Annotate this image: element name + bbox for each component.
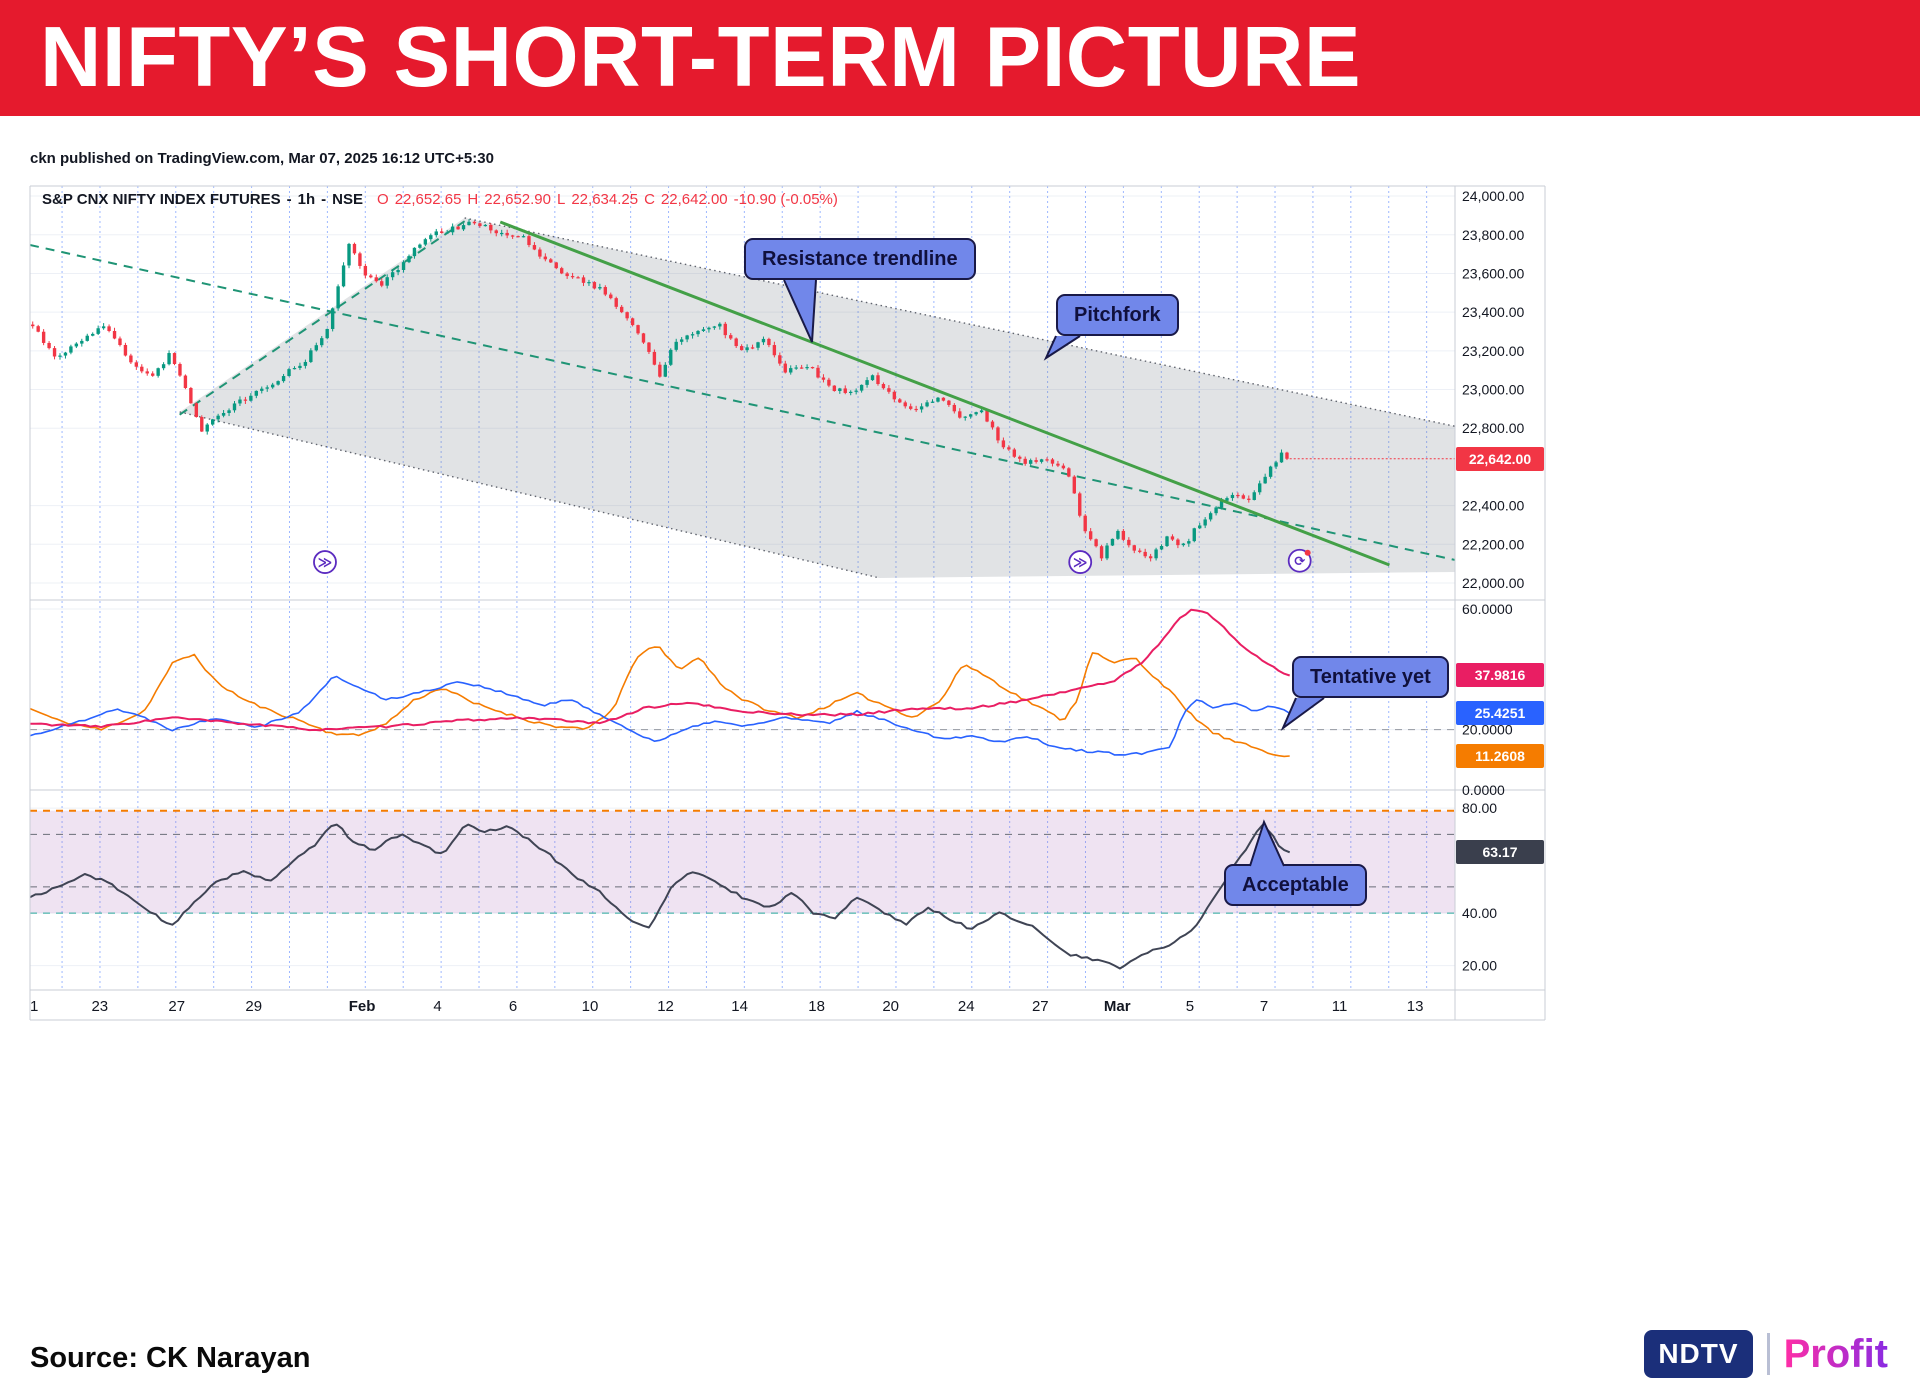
x-axis-label: 12: [657, 998, 674, 1015]
change-value: -10.90 (-0.05%): [733, 191, 838, 208]
open-label: O: [377, 191, 389, 208]
callout-tail: [783, 279, 817, 343]
y-axis-label: 20.0000: [1462, 722, 1513, 738]
y-axis-label: 40.00: [1462, 905, 1497, 921]
y-axis-label: 22,800.00: [1462, 420, 1524, 436]
callout-pitchfork: Pitchfork: [1043, 294, 1179, 361]
x-axis-label: 27: [168, 998, 185, 1015]
close-label: C: [644, 191, 655, 208]
svg-text:⟳: ⟳: [1294, 554, 1305, 569]
double-chevron-circle: [1068, 550, 1093, 574]
chart-legend: S&P CNX NIFTY INDEX FUTURES - 1h - NSE O…: [42, 191, 838, 208]
series-+DI: [29, 646, 1290, 758]
headline-banner: NIFTY’S SHORT-TERM PICTURE: [0, 0, 1920, 116]
x-axis-label: 20: [882, 998, 899, 1015]
callout-text: Acceptable: [1242, 873, 1349, 896]
y-axis-label: 23,600.00: [1462, 265, 1524, 281]
callout-tail: [1043, 335, 1081, 361]
resistance-trendline: [499, 220, 1455, 567]
callout-text: Pitchfork: [1074, 303, 1161, 326]
callout-tail: [1249, 819, 1285, 867]
x-axis-label: 7: [1260, 998, 1268, 1015]
grid: [30, 186, 1455, 990]
ndtv-logo: NDTV: [1644, 1330, 1753, 1378]
x-axis-label: 23: [91, 998, 108, 1015]
x-axis-label: Feb: [349, 998, 376, 1015]
x-axis-label: 14: [731, 998, 748, 1015]
y-axis-label: 22,400.00: [1462, 498, 1524, 514]
y-axis-label: 22,000.00: [1462, 575, 1524, 591]
x-axis-label: 11: [1332, 998, 1348, 1015]
y-axis-labels: 24,000.00 23,800.00 23,600.00 23,400.00 23,2…: [1462, 188, 1524, 974]
callout-text: Tentative yet: [1310, 665, 1431, 688]
callout-acceptable: Acceptable: [1224, 819, 1367, 906]
chart-frame-lines: [29, 185, 1546, 1021]
callout-resistance-trendline: Resistance trendline: [744, 238, 976, 343]
price-overlays: [29, 217, 1456, 579]
open-value: 22,652.65: [394, 191, 462, 208]
ndtv-profit-logo: NDTV Profit: [1644, 1330, 1888, 1378]
x-axis-label: 10: [582, 998, 599, 1015]
chart-attribution: ckn published on TradingView.com, Mar 07…: [30, 150, 494, 167]
y-axis-label: 80.00: [1462, 800, 1497, 816]
x-axis-label: 29: [245, 998, 262, 1015]
close-value: 22,642.00: [660, 191, 728, 208]
x-axis-labels: 1 23 27 29 Feb 4 6 10 12 14 18 20 24 27 Mar 5 7 11 13: [30, 998, 1423, 1015]
callout-tentative-yet: Tentative yet: [1280, 656, 1449, 731]
refresh-circle: [1287, 548, 1312, 573]
x-axis-label: 1: [30, 998, 38, 1015]
candles: [31, 219, 1289, 562]
x-axis-label: 24: [958, 998, 975, 1015]
y-axis-label: 23,400.00: [1462, 304, 1524, 320]
di-plus-badge: 11.2608: [1456, 744, 1544, 769]
symbol-name: S&P CNX NIFTY INDEX FUTURES: [42, 191, 281, 208]
x-axis-label: 6: [509, 998, 517, 1015]
y-axis-label: 22,200.00: [1462, 536, 1524, 552]
x-axis-label: Mar: [1104, 998, 1131, 1015]
svg-text:≫: ≫: [1073, 554, 1088, 570]
di-minus-badge: 25.4251: [1456, 701, 1544, 726]
source-credit: Source: CK Narayan: [30, 1342, 311, 1374]
series-RSI: [29, 823, 1291, 970]
low-label: L: [557, 191, 566, 208]
low-value: 22,634.25: [571, 191, 639, 208]
logo-divider: [1766, 1333, 1770, 1375]
y-axis-label: 23,800.00: [1462, 227, 1524, 243]
y-axis-label: 0.0000: [1462, 782, 1505, 798]
profit-logo: Profit: [1783, 1331, 1888, 1376]
x-axis-label: 5: [1186, 998, 1194, 1015]
high-label: H: [467, 191, 479, 208]
y-axis-label: 24,000.00: [1462, 188, 1524, 204]
chart-markers: ≫ ≫ ⟳: [313, 548, 1312, 574]
x-axis-label: 13: [1407, 998, 1424, 1015]
price-badge: 22,642.00: [1456, 446, 1544, 471]
page-title: NIFTY’S SHORT-TERM PICTURE: [40, 10, 1362, 105]
x-axis-label: 27: [1032, 998, 1049, 1015]
y-axis-label: 60.0000: [1462, 601, 1513, 617]
y-axis-label: 23,000.00: [1462, 382, 1524, 398]
callout-text: Resistance trendline: [762, 247, 958, 270]
x-axis-label: 4: [433, 998, 441, 1015]
adx-badge: 37.9816: [1456, 663, 1544, 688]
double-chevron-circle: [313, 550, 337, 574]
callout-tail: [1280, 697, 1325, 731]
interval-label: 1h: [297, 191, 316, 208]
rsi-badge: 63.17: [1456, 840, 1544, 865]
exchange-label: NSE: [332, 191, 364, 208]
indicators: [29, 608, 1455, 970]
series--DI: [29, 675, 1291, 756]
y-axis-label: 20.00: [1462, 958, 1497, 974]
series-ADX: [29, 608, 1291, 732]
high-value: 22,652.90: [484, 191, 551, 208]
svg-text:≫: ≫: [318, 554, 333, 570]
y-axis-label: 23,200.00: [1462, 343, 1524, 359]
x-axis-label: 18: [808, 998, 825, 1015]
